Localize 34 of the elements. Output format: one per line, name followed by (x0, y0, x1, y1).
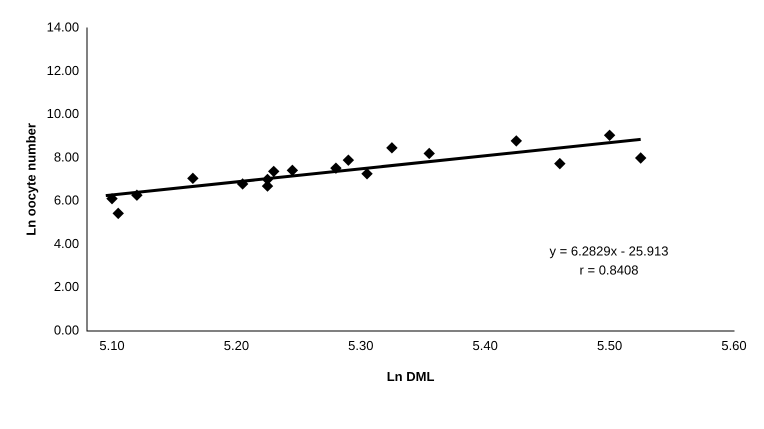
x-tick-label: 5.30 (348, 338, 374, 354)
point (510, 135, 522, 146)
point (131, 190, 142, 201)
point (187, 172, 198, 184)
y-tick-label: 4.00 (54, 236, 80, 251)
annotation: y = 6.2829x - 25.913 (550, 243, 668, 258)
point (424, 148, 435, 159)
annotation: r = 0.8408 (580, 262, 638, 278)
y-tick-label: 10.00 (46, 106, 80, 122)
y-tick-label: 0.00 (54, 322, 80, 338)
point (604, 130, 616, 141)
x-axis-title: Ln DML (386, 368, 434, 384)
x-tick-label: 5.60 (721, 338, 747, 354)
point (286, 164, 298, 176)
y-tick-label: 12.00 (46, 62, 80, 78)
point (112, 208, 124, 219)
x-tick-label: 5.10 (99, 338, 125, 354)
y-axis-title: Ln oocyte number (23, 123, 38, 236)
y-tick-label: 2.00 (54, 279, 80, 294)
point (342, 154, 354, 166)
x-tick-label: 5.20 (224, 338, 250, 354)
y-tick-label: 6.00 (54, 192, 80, 208)
x-tick-label: 5.40 (472, 338, 498, 354)
point (268, 166, 280, 177)
point (386, 142, 398, 154)
point (106, 193, 118, 204)
point (362, 168, 373, 180)
point (237, 178, 248, 190)
point (554, 158, 566, 170)
x-tick-label: 5.50 (596, 338, 622, 354)
point (330, 162, 342, 174)
y-tick-label: 8.00 (54, 149, 80, 164)
point (635, 152, 646, 164)
y-tick-label: 14.00 (46, 20, 80, 35)
